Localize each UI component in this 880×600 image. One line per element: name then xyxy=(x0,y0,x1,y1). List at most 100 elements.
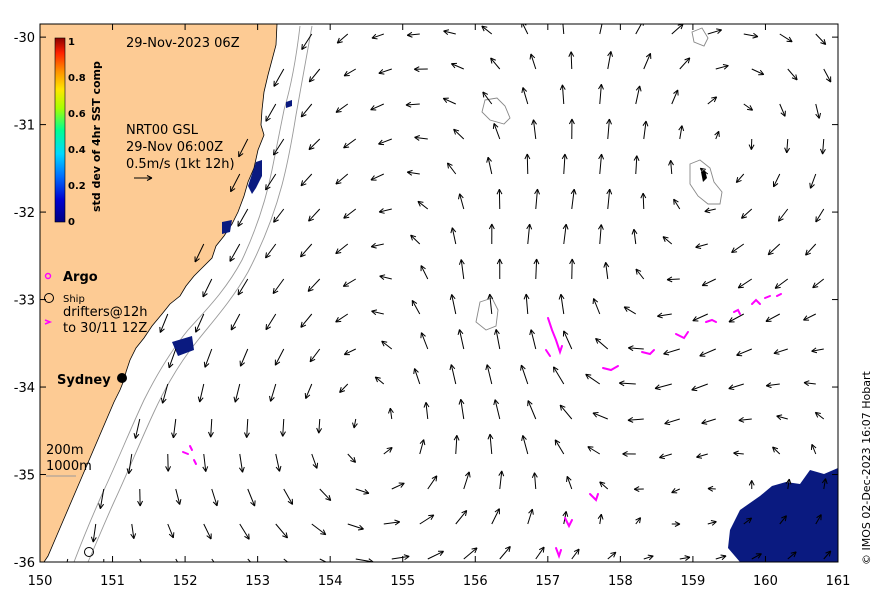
current-arrow xyxy=(103,558,105,562)
current-arrow xyxy=(642,120,649,140)
current-arrow xyxy=(521,24,529,35)
current-arrow xyxy=(410,234,421,245)
current-vectors xyxy=(66,24,832,562)
sst-cloud-patch xyxy=(286,100,292,108)
current-scale: 0.5m/s (1kt 12h) xyxy=(126,157,235,172)
current-arrow xyxy=(622,451,636,457)
drifter-track xyxy=(641,349,655,356)
current-arrow xyxy=(635,268,645,280)
current-arrow xyxy=(733,450,744,457)
current-arrow xyxy=(529,329,537,350)
current-arrow xyxy=(812,278,825,289)
colorbar-tick: 0.4 xyxy=(68,145,86,156)
current-arrow xyxy=(568,51,575,70)
current-arrow xyxy=(239,523,250,540)
current-arrow xyxy=(592,298,601,315)
drifter-legend-label: drifters@12h xyxy=(63,305,148,320)
current-arrow xyxy=(606,118,612,140)
current-arrow xyxy=(202,278,213,298)
current-arrow xyxy=(230,313,241,331)
current-arrow xyxy=(487,293,494,315)
current-arrow xyxy=(237,278,249,296)
current-arrow xyxy=(777,208,789,222)
colorbar-label: std dev of 4hr SST comp xyxy=(90,61,103,212)
current-arrow xyxy=(743,517,753,525)
current-arrow xyxy=(275,453,282,472)
current-arrow xyxy=(815,514,822,525)
current-arrow xyxy=(699,348,716,357)
current-arrow xyxy=(635,85,642,105)
current-arrow xyxy=(449,294,457,315)
current-arrow xyxy=(379,274,392,281)
current-product: NRT00 GSL xyxy=(126,123,199,138)
current-arrow xyxy=(265,243,277,259)
current-arrow xyxy=(239,348,249,367)
current-arrow xyxy=(560,24,566,35)
current-arrow xyxy=(443,29,456,36)
current-arrow xyxy=(635,517,642,525)
current-arrow xyxy=(243,418,250,438)
current-arrow xyxy=(774,278,789,289)
current-arrow xyxy=(707,520,717,526)
current-arrow xyxy=(280,418,286,437)
current-arrow xyxy=(194,243,205,263)
current-arrow xyxy=(701,418,716,425)
y-tick-label: -33 xyxy=(14,294,35,309)
current-arrow xyxy=(654,383,672,391)
current-arrow xyxy=(411,299,421,315)
current-arrow xyxy=(458,398,465,420)
current-arrow xyxy=(126,453,133,475)
current-arrow xyxy=(741,208,753,219)
current-arrow xyxy=(815,33,827,45)
sydney-marker xyxy=(117,373,127,383)
current-arrow xyxy=(691,383,708,392)
current-arrow xyxy=(307,278,321,292)
current-arrow xyxy=(751,68,765,76)
current-arrow xyxy=(679,555,691,561)
current-arrow xyxy=(370,173,384,181)
current-arrow xyxy=(701,278,716,287)
current-arrow xyxy=(779,515,787,525)
current-arrow xyxy=(238,453,245,473)
x-tick-label: 151 xyxy=(100,574,125,589)
current-arrow xyxy=(137,488,144,507)
drifter-legend-marker xyxy=(44,319,53,325)
current-arrow xyxy=(678,125,685,140)
current-arrow xyxy=(707,485,716,492)
x-axis: 150 151 152 153 154 155 156 157 158 159 160 161 xyxy=(28,24,850,589)
current-arrow xyxy=(308,138,321,151)
current-arrow xyxy=(499,546,511,560)
colorbar-tick: 0.6 xyxy=(68,109,86,120)
y-tick-label: -34 xyxy=(14,381,35,396)
current-arrow xyxy=(803,380,816,387)
drifter-track xyxy=(602,365,619,372)
current-arrow xyxy=(455,510,468,525)
current-arrow xyxy=(811,347,824,354)
current-arrow xyxy=(779,33,793,43)
current-arrow xyxy=(90,523,97,543)
drifter-track xyxy=(675,331,689,340)
drifter-track xyxy=(764,295,771,299)
current-arrow xyxy=(671,521,681,527)
current-arrow xyxy=(773,348,788,355)
colorbar-tick: 0.8 xyxy=(68,73,86,84)
current-arrow xyxy=(664,418,680,426)
current-arrow xyxy=(229,243,241,262)
current-arrow xyxy=(208,418,214,438)
colorbar-ticks: 1 0.8 0.6 0.4 0.2 0 xyxy=(68,37,86,228)
current-arrow xyxy=(731,243,745,254)
current-arrow xyxy=(784,138,791,154)
current-arrow xyxy=(627,416,644,423)
current-arrow xyxy=(492,123,501,140)
current-arrow xyxy=(815,208,825,223)
y-tick-label: -36 xyxy=(14,556,35,571)
current-arrow xyxy=(568,118,575,140)
current-arrow xyxy=(335,313,349,323)
current-arrow xyxy=(300,313,313,328)
current-arrow xyxy=(787,68,798,81)
current-arrow xyxy=(571,548,580,560)
current-arrow xyxy=(265,103,277,122)
current-arrow xyxy=(378,208,392,214)
current-arrow xyxy=(671,89,679,105)
current-arrow xyxy=(419,439,426,455)
